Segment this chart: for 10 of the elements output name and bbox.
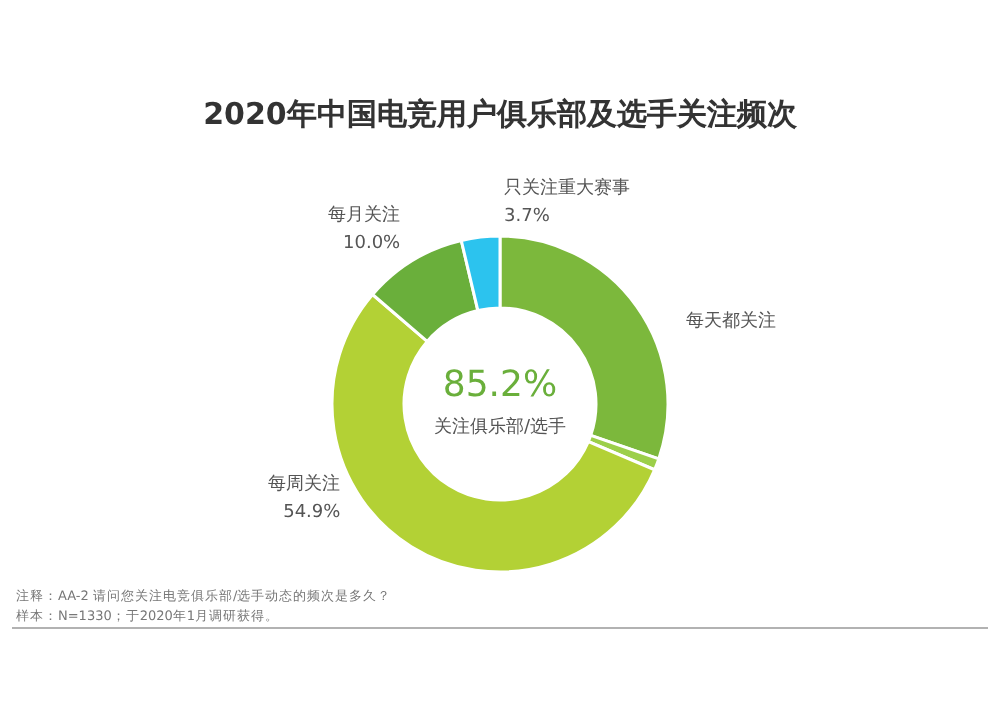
text: 85.2% xyxy=(442,364,558,406)
data-label: 3.7% xyxy=(504,207,551,228)
slice-label: 每月关注 xyxy=(328,203,401,226)
slice-label: 只关注重大赛事 xyxy=(504,177,630,200)
data-label: 54.9% xyxy=(283,502,342,523)
slice-label: 每周关注 xyxy=(268,472,341,495)
slice-label: 每天都关注 xyxy=(685,309,776,332)
data-label: 10.0% xyxy=(343,233,402,254)
text: 关注俱乐部/选手 xyxy=(433,416,567,438)
chart-title: 2020年中国电竞用户俱乐部及选手关注频次 xyxy=(203,96,799,132)
